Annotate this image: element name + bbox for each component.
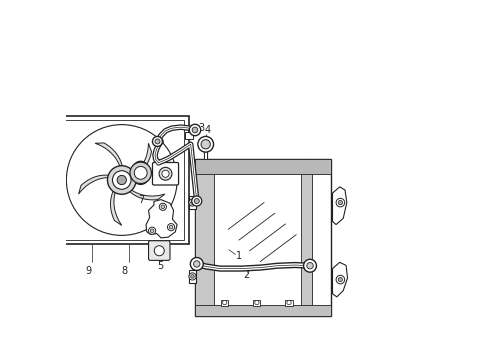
Bar bbox=[286, 300, 293, 306]
Circle shape bbox=[117, 175, 126, 185]
Circle shape bbox=[287, 301, 291, 305]
Circle shape bbox=[222, 301, 227, 305]
Ellipse shape bbox=[131, 161, 150, 184]
Bar bbox=[221, 300, 228, 306]
Bar bbox=[195, 305, 331, 316]
Bar bbox=[253, 300, 260, 306]
Circle shape bbox=[162, 170, 169, 177]
Text: 4: 4 bbox=[204, 125, 211, 135]
Bar bbox=[301, 158, 312, 316]
Circle shape bbox=[189, 273, 196, 280]
Polygon shape bbox=[111, 188, 122, 225]
FancyBboxPatch shape bbox=[152, 162, 178, 185]
Circle shape bbox=[338, 201, 343, 205]
Circle shape bbox=[66, 125, 177, 235]
Circle shape bbox=[194, 261, 200, 267]
Polygon shape bbox=[333, 187, 347, 225]
Circle shape bbox=[192, 127, 198, 133]
Bar bbox=[195, 158, 214, 316]
Text: 2: 2 bbox=[244, 270, 250, 280]
Circle shape bbox=[304, 259, 317, 272]
Circle shape bbox=[189, 199, 196, 206]
Circle shape bbox=[154, 246, 164, 256]
Circle shape bbox=[336, 198, 344, 207]
Circle shape bbox=[189, 124, 201, 136]
Polygon shape bbox=[78, 175, 113, 194]
Polygon shape bbox=[131, 143, 151, 178]
Bar bbox=[185, 132, 193, 139]
Circle shape bbox=[191, 275, 194, 278]
Polygon shape bbox=[333, 262, 347, 297]
Text: 6: 6 bbox=[156, 159, 162, 169]
Circle shape bbox=[201, 140, 210, 149]
Circle shape bbox=[307, 262, 313, 269]
Circle shape bbox=[159, 203, 167, 210]
Circle shape bbox=[152, 136, 163, 147]
Circle shape bbox=[255, 301, 259, 305]
Circle shape bbox=[338, 278, 343, 282]
Circle shape bbox=[107, 166, 136, 194]
Text: 9: 9 bbox=[85, 266, 91, 276]
Circle shape bbox=[336, 275, 344, 284]
Circle shape bbox=[190, 257, 203, 270]
Circle shape bbox=[191, 201, 194, 204]
Circle shape bbox=[148, 227, 156, 234]
Circle shape bbox=[169, 225, 173, 229]
Bar bbox=[189, 196, 196, 209]
Circle shape bbox=[155, 139, 160, 144]
Circle shape bbox=[161, 205, 165, 208]
Circle shape bbox=[192, 196, 202, 206]
Polygon shape bbox=[146, 200, 177, 238]
Bar bbox=[195, 158, 331, 174]
Polygon shape bbox=[95, 143, 123, 170]
Bar bbox=[50, 219, 58, 225]
Bar bbox=[50, 141, 58, 148]
Bar bbox=[195, 158, 331, 316]
Text: 3: 3 bbox=[198, 123, 204, 133]
Text: 8: 8 bbox=[122, 266, 128, 276]
Circle shape bbox=[194, 198, 199, 203]
Bar bbox=[55, 116, 189, 244]
Circle shape bbox=[159, 167, 172, 180]
Circle shape bbox=[113, 171, 131, 189]
Text: 1: 1 bbox=[236, 251, 242, 261]
Circle shape bbox=[130, 162, 151, 184]
Circle shape bbox=[134, 166, 147, 179]
Polygon shape bbox=[127, 188, 165, 200]
Text: 5: 5 bbox=[157, 261, 164, 271]
Circle shape bbox=[168, 224, 174, 231]
Bar bbox=[59, 120, 184, 240]
Circle shape bbox=[198, 136, 214, 152]
Circle shape bbox=[150, 229, 154, 233]
Bar bbox=[189, 270, 196, 283]
Text: 7: 7 bbox=[138, 195, 144, 204]
FancyBboxPatch shape bbox=[148, 241, 170, 260]
